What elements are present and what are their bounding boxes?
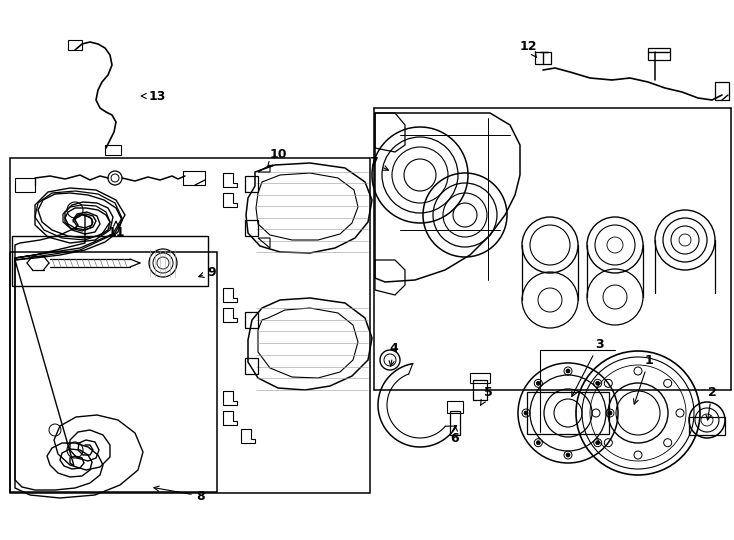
Bar (12, 236, 208, 286)
Bar (10, 252, 217, 492)
Text: 10: 10 (268, 148, 287, 167)
Bar (15, 178, 35, 192)
Text: 13: 13 (141, 90, 166, 103)
Text: 2: 2 (706, 386, 716, 420)
Circle shape (537, 441, 540, 445)
Bar (183, 171, 205, 185)
Circle shape (596, 441, 600, 445)
Circle shape (596, 381, 600, 386)
Bar (715, 82, 729, 100)
Text: 1: 1 (633, 354, 653, 404)
Text: 11: 11 (107, 221, 125, 239)
Bar (527, 392, 609, 434)
Text: 4: 4 (389, 341, 399, 366)
Bar (105, 145, 121, 155)
Bar (470, 373, 490, 383)
Text: 3: 3 (572, 338, 603, 396)
Bar (689, 417, 725, 435)
Text: 5: 5 (481, 387, 493, 405)
Text: 8: 8 (154, 486, 206, 503)
Circle shape (566, 369, 570, 373)
Bar (535, 52, 551, 64)
Text: 6: 6 (451, 426, 459, 444)
Bar (648, 48, 670, 60)
Bar (450, 411, 460, 435)
Text: 7: 7 (370, 157, 388, 170)
Circle shape (566, 453, 570, 457)
Circle shape (524, 411, 528, 415)
Bar (447, 401, 463, 413)
Circle shape (537, 381, 540, 386)
Bar (473, 380, 487, 400)
Circle shape (608, 411, 612, 415)
Text: 12: 12 (519, 39, 537, 58)
Bar (10, 158, 370, 493)
Text: 9: 9 (199, 266, 217, 279)
Bar (68, 40, 82, 50)
